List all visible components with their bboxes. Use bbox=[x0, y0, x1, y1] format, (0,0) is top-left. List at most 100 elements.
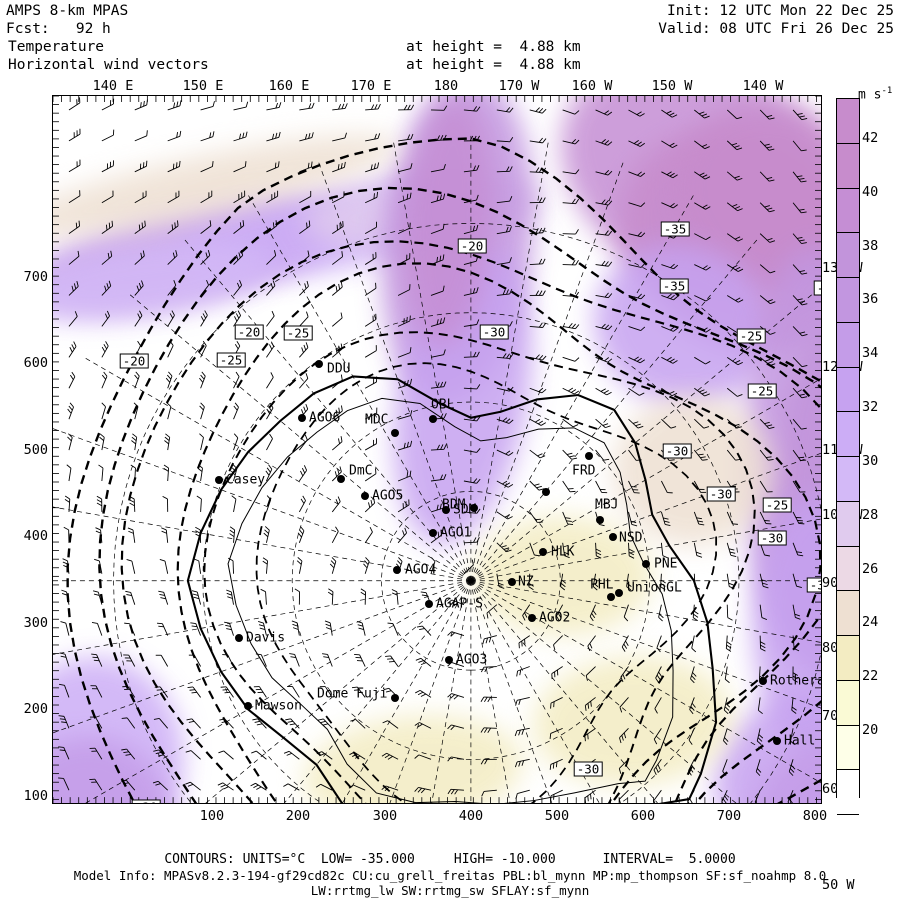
temperature-contour bbox=[203, 331, 756, 803]
contour-label: -20 bbox=[119, 353, 149, 369]
chart-header: AMPS 8-km MPAS Fcst: 92 h Temperature Ho… bbox=[0, 0, 900, 82]
station-label: NSD bbox=[619, 530, 643, 546]
map-plot-area[interactable]: DDU AGO6 MDC OBL Casey DmC AGO5 BDM SDM FRD MBJ AGO… bbox=[52, 95, 822, 804]
contour-label: -30 bbox=[131, 799, 161, 803]
station-label: AGO5 bbox=[372, 488, 404, 504]
station-dot bbox=[425, 600, 433, 608]
longitude-tick-label: 170 E bbox=[350, 78, 392, 94]
colorbar-swatch bbox=[837, 680, 859, 726]
station-dot bbox=[539, 548, 547, 556]
contour-label: -20 bbox=[457, 238, 487, 254]
field-label-temperature: Temperature bbox=[8, 39, 105, 55]
station-dot bbox=[244, 702, 252, 710]
meridian bbox=[470, 378, 821, 582]
meridian bbox=[283, 580, 472, 803]
station-label: AGO4 bbox=[405, 562, 437, 578]
station-label: UnionGL bbox=[627, 580, 682, 596]
colorbar-swatch bbox=[837, 770, 859, 815]
colorbar-swatch bbox=[837, 99, 859, 144]
station-dot bbox=[596, 516, 604, 524]
meridian bbox=[183, 238, 472, 581]
station-dot bbox=[442, 506, 450, 514]
station-label: NZ bbox=[518, 574, 534, 590]
model-info: Model Info: MPASv8.2.3-194-gf29cd82c CU:… bbox=[73, 868, 827, 883]
meridian bbox=[470, 193, 695, 581]
top-longitude-axis: 140 E 150 E 160 E 170 E 180 170 W 160 W 150 W 14… bbox=[0, 78, 900, 94]
station-dot bbox=[528, 614, 536, 622]
wind-speed-colorbar[interactable] bbox=[836, 98, 860, 815]
contour-label: -30 bbox=[573, 761, 603, 777]
station-label: MBJ bbox=[595, 497, 619, 513]
station-dot bbox=[759, 677, 767, 685]
contour-label: -35 bbox=[659, 278, 689, 294]
temperature-contour bbox=[66, 137, 821, 803]
frame-ticks bbox=[53, 96, 821, 803]
meridian bbox=[389, 580, 472, 803]
station-dot bbox=[235, 634, 243, 642]
meridian bbox=[470, 238, 759, 581]
colorbar-tick: 42 bbox=[862, 129, 879, 146]
right-longitude-label: 50 W bbox=[822, 877, 855, 893]
colorbar-tick: 24 bbox=[862, 614, 879, 631]
station-label: PNE bbox=[654, 556, 678, 572]
station-label: AGO3 bbox=[456, 652, 488, 668]
colorbar-swatch bbox=[837, 412, 859, 457]
forecast-hour: Fcst: 92 h bbox=[6, 21, 111, 37]
meridian bbox=[53, 428, 472, 582]
wind-speed-blob bbox=[473, 516, 653, 636]
station-dot bbox=[615, 589, 623, 597]
station-dot bbox=[609, 533, 617, 541]
init-time: Init: 12 UTC Mon 22 Dec 25 bbox=[667, 3, 894, 19]
colorbar-tick: 32 bbox=[862, 399, 879, 416]
colorbar-swatch bbox=[837, 457, 859, 502]
map-graticule-and-coastlines bbox=[53, 96, 821, 803]
station-label: PHL bbox=[590, 577, 614, 593]
colorbar-swatch bbox=[837, 725, 859, 771]
valid-time: Valid: 08 UTC Fri 26 Dec 25 bbox=[658, 21, 894, 37]
station-dot bbox=[215, 476, 223, 484]
station-dot bbox=[391, 694, 399, 702]
station-label: Mawson bbox=[255, 698, 302, 714]
station-dot bbox=[391, 429, 399, 437]
colorbar-swatch bbox=[837, 367, 859, 413]
contour-label: -20 bbox=[813, 280, 821, 296]
colorbar-tick: 40 bbox=[862, 183, 879, 200]
x-tick-label: 100 bbox=[199, 808, 225, 824]
temperature-contour bbox=[176, 262, 821, 803]
y-tick-label: 500 bbox=[23, 442, 48, 458]
station-label: Davis bbox=[246, 630, 286, 646]
station-label: AGO1 bbox=[440, 525, 472, 541]
parallel bbox=[202, 312, 740, 803]
x-tick-label: 300 bbox=[372, 808, 398, 824]
meridian bbox=[470, 140, 549, 581]
station-dot bbox=[508, 578, 516, 586]
grounding-line bbox=[227, 397, 674, 803]
contour-label: -25 bbox=[283, 325, 313, 341]
y-tick-label: 300 bbox=[23, 615, 48, 631]
contour-label: -30 bbox=[757, 530, 787, 546]
y-tick-label: 600 bbox=[23, 355, 48, 371]
contour-label: -30 bbox=[806, 577, 821, 593]
colorbar-tick: 30 bbox=[862, 452, 879, 469]
colorbar-swatch bbox=[837, 143, 859, 189]
station-dot bbox=[607, 593, 615, 601]
station-dot bbox=[642, 560, 650, 568]
colorbar-swatch bbox=[837, 636, 859, 681]
colorbar-swatch bbox=[837, 322, 859, 368]
meridian bbox=[470, 160, 625, 581]
contour-label: -35 bbox=[660, 221, 690, 237]
y-tick-label: 700 bbox=[23, 269, 48, 285]
station-label: DDU bbox=[327, 361, 351, 377]
meridian bbox=[470, 580, 658, 803]
wind-speed-shading bbox=[53, 96, 821, 803]
station-dot bbox=[429, 415, 437, 423]
station-label: FRD bbox=[572, 463, 596, 479]
longitude-tick-label: 140 W bbox=[742, 78, 784, 94]
meridian bbox=[431, 580, 472, 803]
meridian bbox=[53, 580, 472, 734]
contour-label: -25 bbox=[747, 383, 777, 399]
contour-label: -30 bbox=[706, 486, 736, 502]
y-tick-label: 400 bbox=[23, 528, 48, 544]
meridian bbox=[247, 193, 472, 581]
